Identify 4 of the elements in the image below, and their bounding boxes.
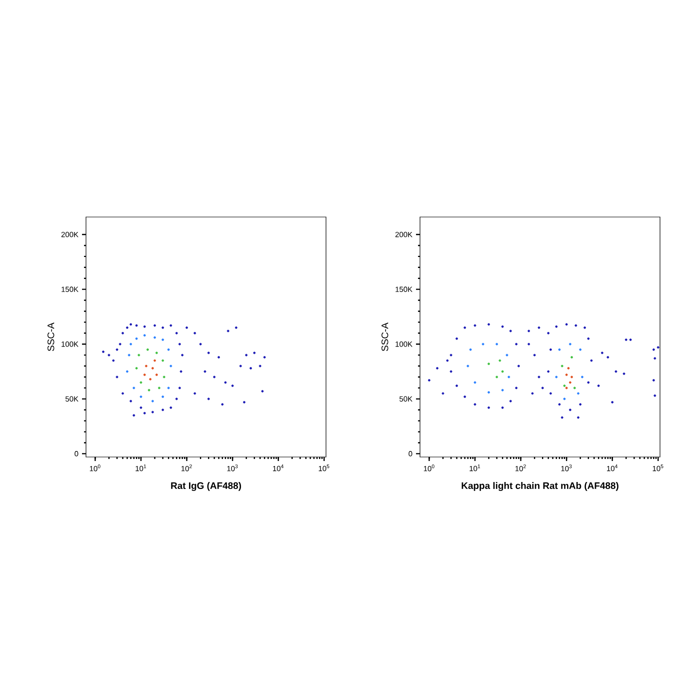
y-axis-title: SSC-A	[382, 322, 388, 352]
x-axis-title: Rat IgG (AF488)	[171, 482, 242, 491]
x-axis-title: Kappa light chain Rat mAb (AF488)	[462, 482, 618, 491]
y-axis-title: SSC-A	[48, 322, 54, 352]
